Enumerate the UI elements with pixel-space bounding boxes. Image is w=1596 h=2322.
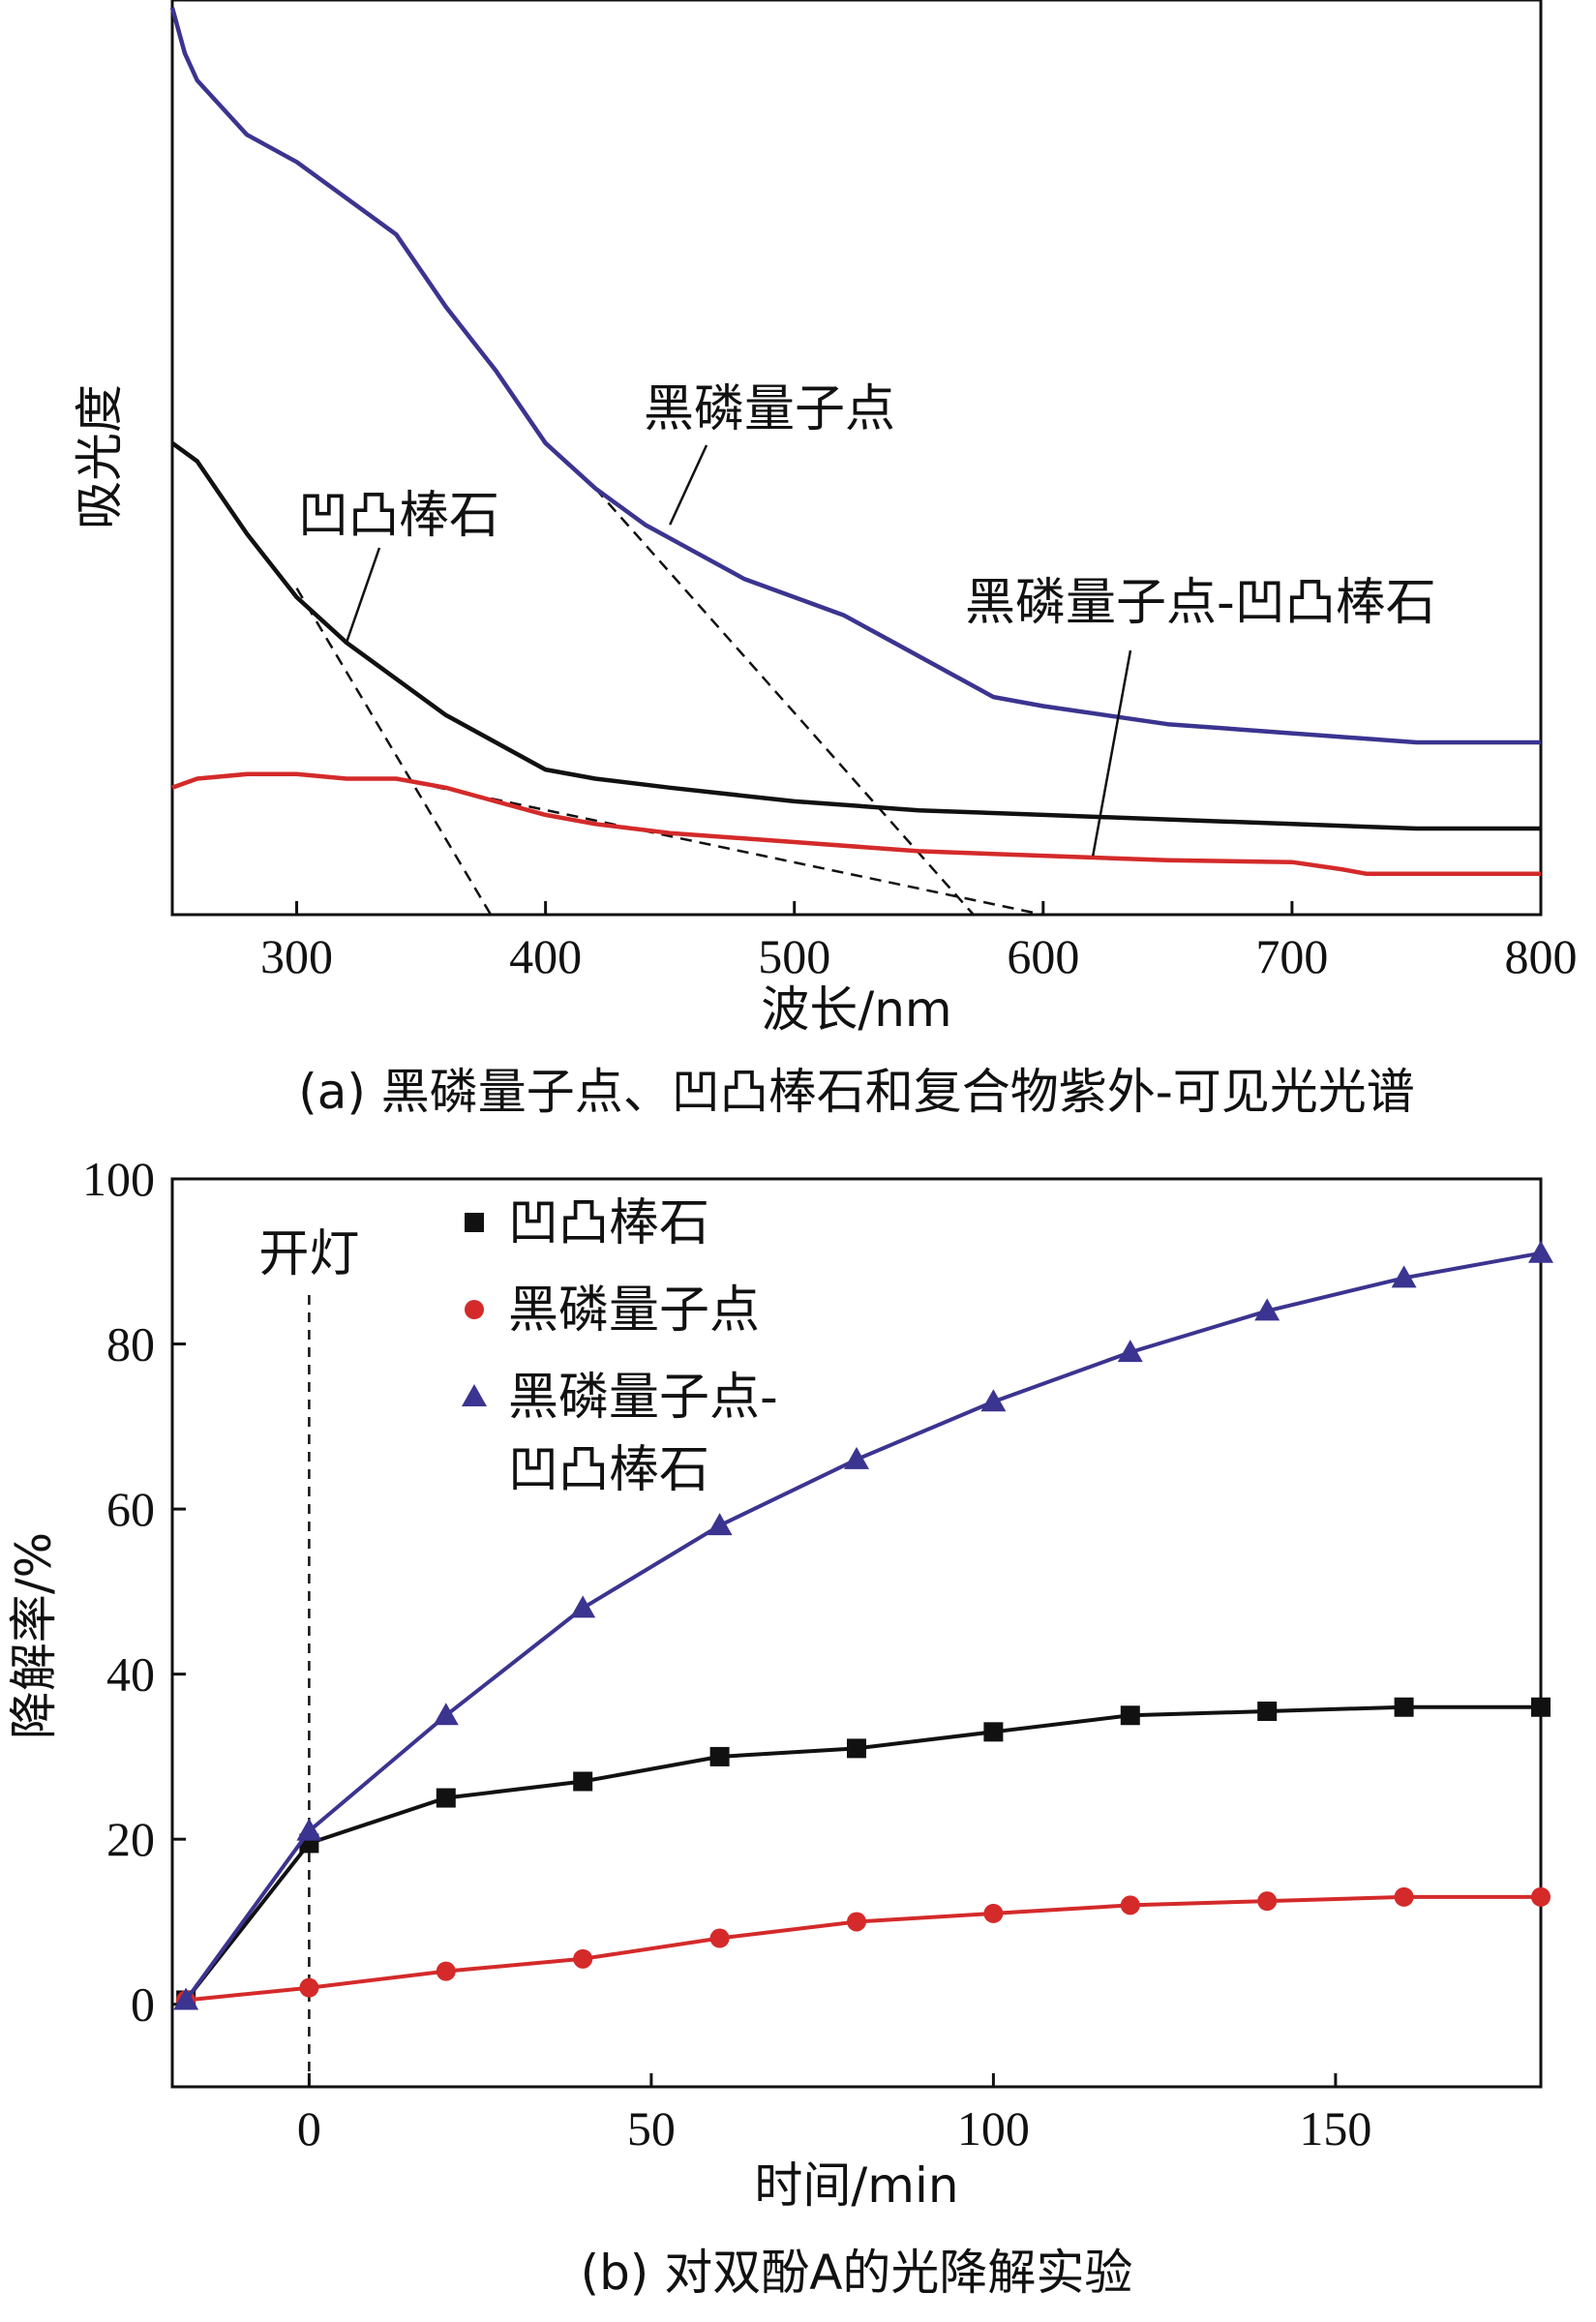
panel-b-circle-marker [1394,1886,1414,1907]
panel-b-square-marker [709,1746,730,1766]
panel-b-x-tick-label: 0 [297,2101,321,2156]
panel-b-legend-label: 凹凸棒石 [508,1441,709,1499]
panel-a-x-tick-label: 700 [1255,929,1328,983]
panel-a-x-tick-label: 300 [260,929,333,983]
panel-b-triangle-marker [433,1703,459,1726]
panel-a-annotation-leader [1092,649,1132,857]
panel-b-x-tick-label: 50 [627,2101,676,2156]
panel-a-series-line [170,440,1541,831]
panel-b-x-axis-title: 时间/min [754,2157,958,2214]
panel-b-caption: (b) 对双酚A的光降解实验 [581,2245,1133,2301]
panel-b-circle-marker [1120,1895,1140,1915]
panel-a-series-line [169,7,1541,745]
panel-b-circle-marker [465,1300,484,1319]
panel-b-triangle-marker [296,1818,322,1841]
panel-b-triangle-marker [1254,1298,1280,1321]
panel-b-triangle-marker [980,1389,1007,1412]
panel-b-circle-marker [299,1977,319,1998]
panel-b-triangle-marker [707,1513,733,1536]
panel-b-circle-marker [436,1961,456,1981]
panel-b-triangle-marker [844,1446,869,1469]
panel-b-y-tick-label: 40 [106,1647,155,1702]
panel-b-triangle-marker [173,1987,199,2010]
panel-b-legend-label: 黑磷量子点 [508,1282,760,1340]
panel-a-annotation-label: 黑磷量子点-凹凸棒石 [965,574,1436,632]
panel-a-x-tick-label: 800 [1505,929,1578,983]
panel-b-series [173,1240,1553,2010]
panel-a-x-ticks: 300 400 500 600 700 800 [260,901,1578,983]
panel-b-square-marker [1120,1705,1140,1726]
panel-b-legend-label: 凹凸棒石 [508,1194,709,1252]
panel-a-plot-frame [170,0,1543,917]
panel-b-plot-frame [170,1177,1543,2089]
panel-a-tangent-line [295,588,493,916]
panel-b-x-tick-label: 100 [957,2101,1030,2156]
panel-a-annotation-leader [669,444,708,526]
panel-b-square-marker [847,1738,866,1759]
panel-a-x-tick-label: 600 [1007,929,1079,983]
panel-b-light-on-marker: 开灯 [258,1225,359,2087]
panel-b-y-tick-label: 80 [106,1317,155,1372]
panel-a-annotation-label: 黑磷量子点 [644,380,895,438]
panel-b-square-marker [1531,1697,1551,1717]
panel-b-circle-marker [1531,1886,1551,1907]
panel-b-y-tick-label: 100 [82,1152,155,1206]
panel-b-circle-marker [1257,1891,1278,1912]
panel-a-tangent-line [594,487,975,916]
panel-b-square-marker [436,1788,456,1808]
panel-b-triangle-marker [1528,1240,1553,1263]
panel-b-legend-label: 黑磷量子点- [508,1369,778,1427]
panel-b-y-tick-label: 0 [131,1977,155,2032]
panel-b-square-marker [1394,1697,1414,1717]
panel-a-annotation-leader [345,547,381,644]
panel-b-axis-ticks: 0 50 100 150 0 20 40 60 80 100 [82,1152,1371,2156]
panel-b-triangle-marker [570,1595,596,1618]
panel-a-x-tick-label: 500 [758,929,830,983]
panel-b-y-tick-label: 60 [106,1482,155,1536]
panel-a-x-axis-title: 波长/nm [761,981,951,1038]
panel-a-series [169,7,1541,877]
panel-b-square-marker [573,1771,593,1792]
panel-b-series-line [184,1251,1542,2002]
panel-b-circle-marker [983,1903,1004,1923]
panel-b-circle-marker [847,1912,866,1932]
panel-b-triangle-marker [462,1384,487,1406]
panel-b-light-on-label: 开灯 [258,1225,359,1283]
panel-b-y-axis-title: 降解率/% [6,1532,62,1739]
panel-b-y-tick-label: 20 [106,1812,155,1866]
panel-a-tangent-lines [295,487,1044,917]
panel-a-series-line [171,771,1541,877]
panel-b-series-line [185,1894,1541,2003]
panel-a-caption: (a) 黑磷量子点、凹凸棒石和复合物紫外-可见光光谱 [298,1064,1415,1120]
panel-b-x-tick-label: 150 [1299,2101,1371,2156]
panel-a-tangent-line [396,777,1044,917]
panel-b-circle-marker [709,1928,730,1948]
panel-b-square-marker [465,1213,484,1232]
panel-a-annotation-label: 凹凸棒石 [298,487,499,545]
panel-b-square-marker [1257,1702,1278,1722]
panel-a-x-tick-label: 400 [509,929,582,983]
panel-b-circle-marker [573,1948,593,1969]
panel-b-triangle-marker [1391,1265,1417,1288]
panel-b-square-marker [983,1722,1004,1742]
panel-b-triangle-marker [1117,1340,1143,1363]
panel-a-y-axis-title: 吸光度 [72,384,128,529]
